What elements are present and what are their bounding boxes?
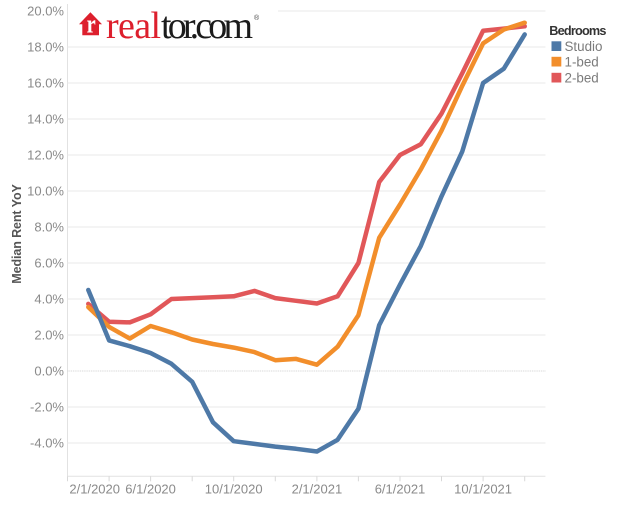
svg-text:tor.com: tor.com [161,5,253,47]
svg-text:8.0%: 8.0% [34,220,64,235]
svg-text:-4.0%: -4.0% [30,436,64,451]
svg-text:r: r [87,10,96,39]
svg-text:6/1/2020: 6/1/2020 [125,482,176,497]
svg-text:16.0%: 16.0% [27,76,64,91]
svg-text:2-bed: 2-bed [565,70,599,85]
svg-text:10/1/2020: 10/1/2020 [205,482,263,497]
svg-text:4.0%: 4.0% [34,292,64,307]
svg-text:0.0%: 0.0% [34,364,64,379]
svg-text:®: ® [254,14,260,22]
svg-text:12.0%: 12.0% [27,148,64,163]
svg-text:14.0%: 14.0% [27,112,64,127]
svg-text:20.0%: 20.0% [27,4,64,19]
svg-text:Median Rent YoY: Median Rent YoY [10,184,24,284]
svg-text:6.0%: 6.0% [34,256,64,271]
svg-text:2/1/2020: 2/1/2020 [69,482,120,497]
svg-text:10/1/2021: 10/1/2021 [454,482,512,497]
svg-text:Bedrooms: Bedrooms [549,24,606,38]
svg-text:6/1/2021: 6/1/2021 [375,482,426,497]
svg-text:1-bed: 1-bed [565,54,599,69]
svg-text:-2.0%: -2.0% [30,400,64,415]
svg-text:2.0%: 2.0% [34,328,64,343]
svg-text:real: real [106,5,161,47]
svg-text:2/1/2021: 2/1/2021 [292,482,343,497]
svg-text:10.0%: 10.0% [27,184,64,199]
svg-text:18.0%: 18.0% [27,40,64,55]
svg-text:Studio: Studio [565,39,603,54]
